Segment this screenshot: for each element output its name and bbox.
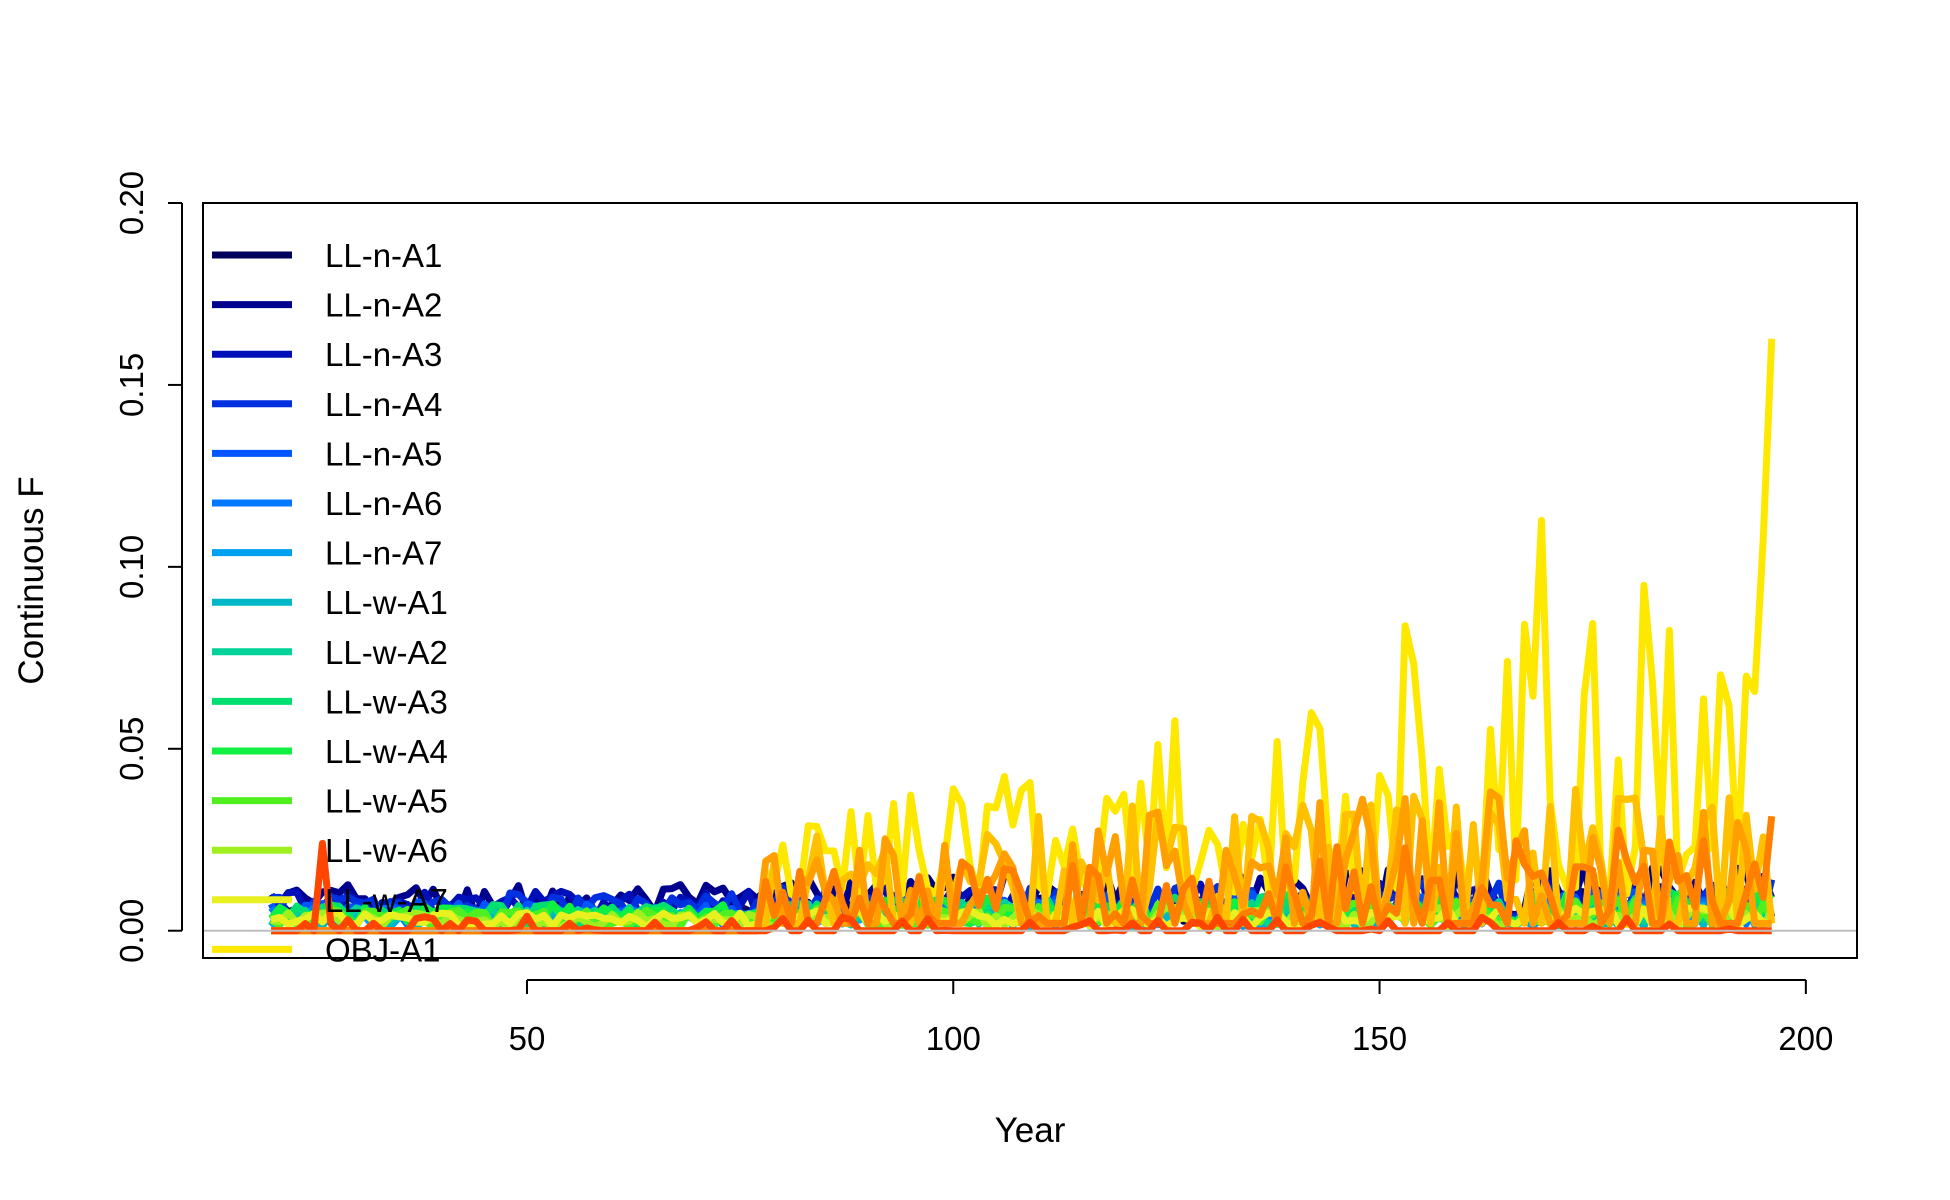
legend-label: LL-w-A4 <box>325 733 448 770</box>
y-tick-label: 0.10 <box>113 535 150 599</box>
y-axis-title: Continuous F <box>12 476 51 684</box>
x-tick-label: 50 <box>509 1020 546 1057</box>
legend-label: LL-n-A4 <box>325 386 442 423</box>
x-tick-label: 150 <box>1352 1020 1407 1057</box>
legend-label: LL-n-A3 <box>325 336 442 373</box>
x-axis-title: Year <box>995 1111 1066 1150</box>
x-tick-label: 200 <box>1778 1020 1833 1057</box>
y-axis: 0.00 0.05 0.10 0.15 0.20 <box>113 171 183 963</box>
y-tick-label: 0.20 <box>113 171 150 235</box>
legend-label: LL-n-A1 <box>325 237 442 274</box>
legend-label: LL-w-A1 <box>325 584 448 621</box>
series-layer <box>268 338 1776 935</box>
legend-label: LL-n-A2 <box>325 287 442 324</box>
legend-label: LL-w-A5 <box>325 783 448 820</box>
y-tick-label: 0.15 <box>113 353 150 417</box>
legend-label: LL-w-A7 <box>325 882 448 919</box>
legend-label: LL-n-A5 <box>325 435 442 472</box>
x-tick-label: 100 <box>926 1020 981 1057</box>
legend-label: LL-w-A6 <box>325 832 448 869</box>
plot-area-border <box>202 202 1858 959</box>
legend-label: LL-w-A3 <box>325 683 448 720</box>
legend: LL-n-A1 LL-n-A2 LL-n-A3 LL-n-A4 LL-n-A5 LL-n-… <box>212 237 448 968</box>
legend-label: LL-n-A7 <box>325 535 442 572</box>
legend-label: LL-w-A2 <box>325 634 448 671</box>
y-tick-label: 0.05 <box>113 717 150 781</box>
x-axis: 50 100 150 200 <box>509 979 1833 1057</box>
legend-label: LL-n-A6 <box>325 485 442 522</box>
legend-label: OBJ-A1 <box>325 931 441 968</box>
y-tick-label: 0.00 <box>113 899 150 963</box>
